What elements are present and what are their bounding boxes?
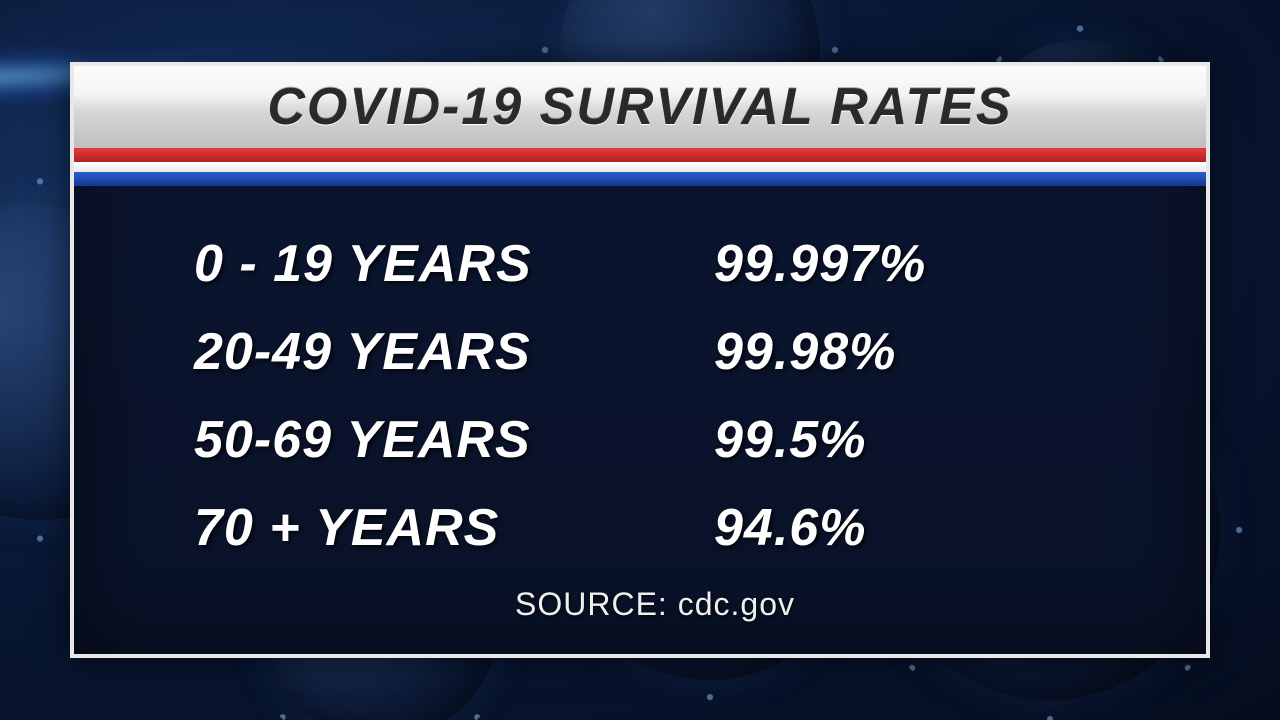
age-group-label: 0 - 19 YEARS (194, 234, 714, 294)
age-group-label: 50-69 YEARS (194, 410, 714, 470)
survival-rate-value: 99.98% (714, 322, 1116, 382)
stripe-red (74, 148, 1206, 162)
panel-title: COVID-19 SURVIVAL RATES (267, 77, 1012, 137)
data-row: 50-69 YEARS 99.5% (194, 410, 1116, 470)
stripe-white (74, 162, 1206, 172)
survival-rate-value: 99.5% (714, 410, 1116, 470)
data-row: 70 + YEARS 94.6% (194, 498, 1116, 558)
flag-stripe (74, 172, 1206, 186)
stripe-blue (74, 172, 1206, 186)
source-label: SOURCE: (515, 586, 668, 622)
data-row: 0 - 19 YEARS 99.997% (194, 234, 1116, 294)
flag-stripe (74, 148, 1206, 162)
flag-stripe (74, 162, 1206, 172)
age-group-label: 70 + YEARS (194, 498, 714, 558)
info-panel: COVID-19 SURVIVAL RATES 0 - 19 YEARS 99.… (70, 62, 1210, 658)
survival-rate-value: 94.6% (714, 498, 1116, 558)
source-attribution: SOURCE: cdc.gov (194, 586, 1116, 623)
age-group-label: 20-49 YEARS (194, 322, 714, 382)
source-value: cdc.gov (678, 586, 795, 622)
data-row: 20-49 YEARS 99.98% (194, 322, 1116, 382)
survival-rate-value: 99.997% (714, 234, 1116, 294)
data-content: 0 - 19 YEARS 99.997% 20-49 YEARS 99.98% … (74, 186, 1206, 643)
title-bar: COVID-19 SURVIVAL RATES (74, 66, 1206, 148)
